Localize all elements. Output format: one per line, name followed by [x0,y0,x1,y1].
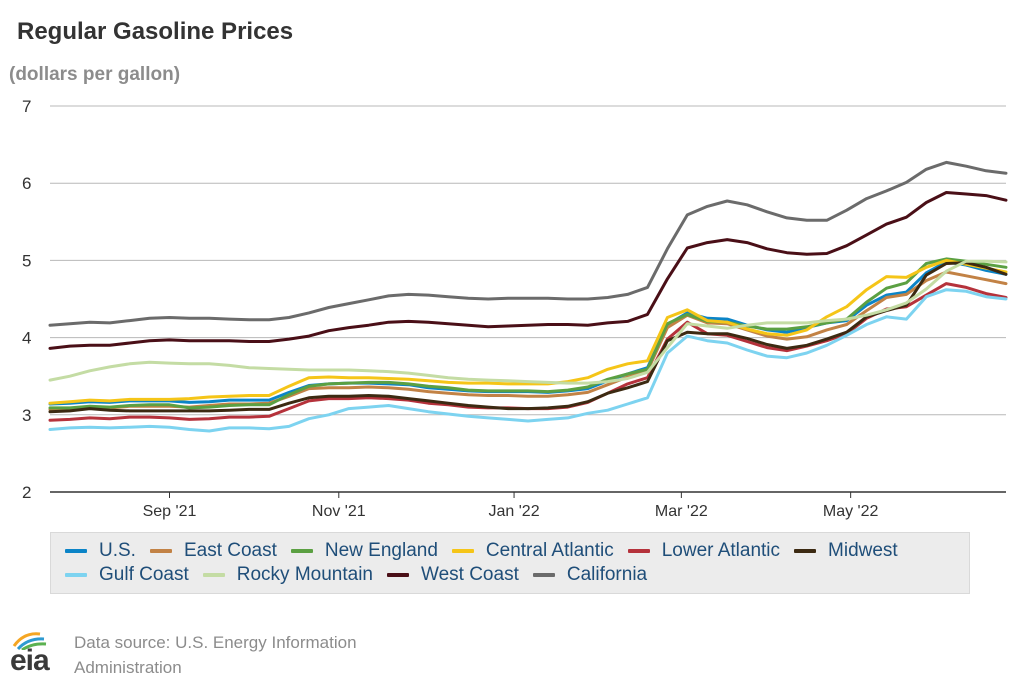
legend-label: Lower Atlantic [661,540,781,561]
legend-swatch [794,549,817,553]
legend-label: California [566,564,648,585]
gridlines [50,105,1006,493]
y-tick-label: 6 [22,174,31,193]
series-line-midwest [48,261,1008,414]
legend-label: U.S. [99,540,136,561]
legend-swatch [290,549,313,553]
footer: eia Data source: U.S. Energy Information… [10,630,404,680]
series-lines [48,160,1008,433]
legend-swatch [202,573,225,577]
y-axis-ticks: 2 3 4 5 6 7 [22,97,31,502]
legend-label: Midwest [828,540,898,561]
legend-item-west-coast[interactable]: West Coast [387,563,519,587]
line-chart: 2 3 4 5 6 7 Sep '21 Nov '21 Jan '22 Mar '22 May '… [22,97,1008,520]
x-tick-label: Mar '22 [655,503,708,520]
legend-label: West Coast [421,564,519,585]
series-line-gulf-coast [48,288,1008,433]
legend-item-midwest[interactable]: Midwest [794,539,898,563]
y-tick-label: 7 [22,97,31,116]
x-tick-label: Sep '21 [143,503,197,520]
chart-title: Regular Gasoline Prices [17,18,294,45]
y-tick-label: 5 [22,251,31,270]
series-line-west-coast [48,191,1008,350]
data-source-note: Data source: U.S. Energy Information Adm… [74,633,357,677]
legend-swatch [532,573,555,577]
chart-subtitle: (dollars per gallon) [9,64,181,85]
legend-label: New England [324,540,438,561]
x-axis-ticks: Sep '21 Nov '21 Jan '22 Mar '22 May '22 [143,492,879,520]
legend-swatch [65,573,87,577]
eia-logo: eia [10,630,62,678]
legend-label: Rocky Mountain [236,564,373,585]
legend-swatch [387,573,409,577]
legend-item-lower-atlantic[interactable]: Lower Atlantic [627,539,781,563]
series-line-central-atlantic [48,258,1008,405]
legend-label: Central Atlantic [485,540,614,561]
legend-swatch [65,549,87,553]
legend-swatch [149,549,172,553]
eia-logo-text: eia [10,644,50,677]
legend-swatch [627,549,650,553]
legend-item-u-s[interactable]: U.S. [65,539,136,563]
series-line-california [48,160,1008,327]
legend-item-east-coast[interactable]: East Coast [149,539,277,563]
series-line-rocky-mountain [48,259,1008,385]
series-line-east-coast [48,270,1008,411]
legend-item-california[interactable]: California [532,563,648,587]
legend-item-rocky-mountain[interactable]: Rocky Mountain [202,563,373,587]
legend-swatch [451,549,474,553]
eia-logo-swoosh-icon [12,632,47,652]
legend: U.S. East Coast New England Central Atlanti… [50,532,970,594]
y-tick-label: 3 [22,406,31,425]
x-tick-label: May '22 [823,503,879,520]
series-line-new-england [48,257,1008,410]
legend-label: Gulf Coast [99,564,189,585]
legend-item-new-england[interactable]: New England [290,539,438,563]
x-tick-label: Jan '22 [489,503,540,520]
y-tick-label: 2 [22,483,31,502]
x-tick-label: Nov '21 [312,503,366,520]
legend-label: East Coast [183,540,277,561]
legend-item-gulf-coast[interactable]: Gulf Coast [65,563,189,587]
legend-item-central-atlantic[interactable]: Central Atlantic [451,539,614,563]
y-tick-label: 4 [22,329,31,348]
